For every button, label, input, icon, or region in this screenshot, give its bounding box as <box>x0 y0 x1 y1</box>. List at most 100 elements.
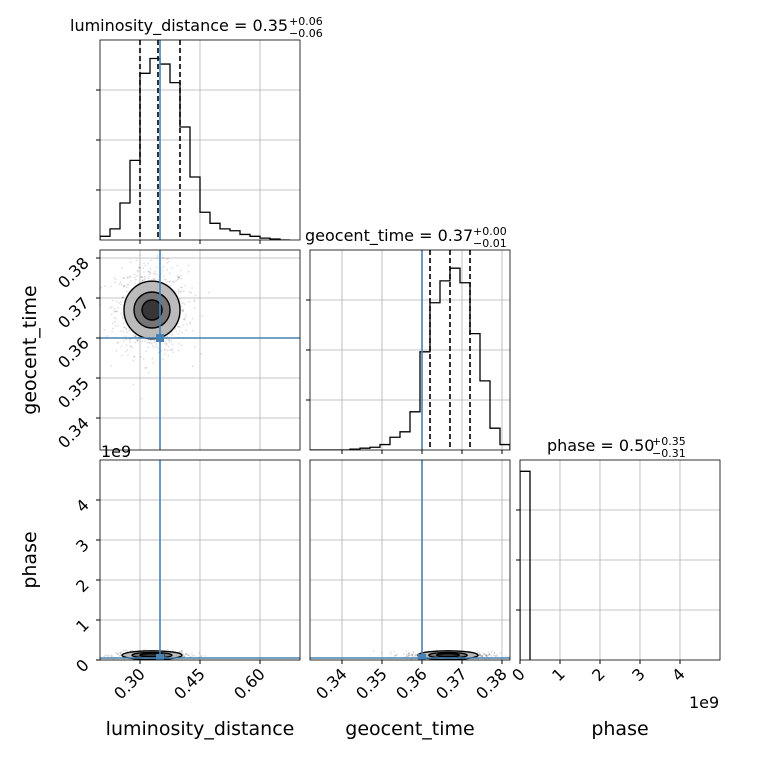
sample-point <box>180 649 183 652</box>
sample-point <box>163 278 166 281</box>
sample-point <box>134 335 136 338</box>
sample-point <box>142 271 145 274</box>
sample-point <box>166 349 169 352</box>
sample-point <box>134 278 137 281</box>
sample-point <box>121 317 124 319</box>
sample-point <box>126 348 129 351</box>
frame-2d <box>99 249 301 451</box>
sample-point <box>171 343 174 346</box>
xtick-label-luminosity_distance: 0.45 <box>170 664 209 703</box>
sample-point <box>144 277 146 279</box>
sample-point <box>168 281 171 283</box>
sample-point <box>145 366 148 369</box>
title-phase: phase = 0.50 <box>547 436 654 455</box>
sample-point <box>408 652 411 655</box>
sample-point <box>175 280 177 282</box>
ytick-label-geocent_time: 0.35 <box>54 373 93 412</box>
sample-point <box>122 330 125 333</box>
sample-point <box>180 286 182 289</box>
sample-point <box>168 339 171 342</box>
sample-point <box>394 654 397 657</box>
grid-2d <box>100 460 300 661</box>
sample-point <box>179 290 182 293</box>
sample-point <box>100 286 102 289</box>
sample-point <box>153 277 156 280</box>
sample-point <box>113 281 116 284</box>
ytick-label-phase: 1 <box>72 615 93 636</box>
sample-point <box>135 339 138 342</box>
sample-point <box>147 275 150 278</box>
sample-point <box>117 325 119 327</box>
sample-point <box>143 278 146 281</box>
sample-point <box>163 353 166 356</box>
sample-point <box>125 290 128 293</box>
scatter-panel-luminosity_distance-vs-phase <box>83 459 301 661</box>
density-1 <box>83 460 300 660</box>
sample-point <box>136 339 139 342</box>
sample-point <box>133 273 136 276</box>
sample-point <box>110 306 113 308</box>
sample-point <box>151 344 154 347</box>
sample-point <box>199 655 202 658</box>
sample-point <box>125 286 128 289</box>
sample-point <box>504 655 507 657</box>
sample-point <box>140 276 143 278</box>
sample-point <box>97 654 99 656</box>
sample-point <box>207 291 210 294</box>
sample-point <box>143 262 145 265</box>
scatter-panel-luminosity_distance-vs-geocent_time <box>99 249 301 451</box>
histogram-bars-geocent_time <box>310 250 510 450</box>
sample-point <box>106 654 109 657</box>
sample-point <box>495 653 498 656</box>
sample-point <box>164 342 166 345</box>
sample-point <box>137 269 139 272</box>
sample-point <box>412 651 415 654</box>
sample-point <box>177 276 180 279</box>
sample-point <box>161 256 164 259</box>
sample-point <box>181 650 183 652</box>
sample-point <box>138 267 141 269</box>
sample-point <box>141 279 144 282</box>
sample-point <box>193 346 196 348</box>
sample-point <box>180 344 183 347</box>
sample-point <box>148 273 151 276</box>
sample-point <box>178 276 181 279</box>
sample-point <box>148 271 151 273</box>
sample-point <box>83 654 85 656</box>
sample-point <box>149 272 152 275</box>
sample-point <box>166 648 169 651</box>
sample-point <box>184 318 186 321</box>
sample-point <box>119 281 122 283</box>
sample-point <box>410 654 413 657</box>
sample-point <box>133 355 136 358</box>
sample-point <box>372 650 375 652</box>
sample-point <box>187 264 190 267</box>
sample-point <box>179 269 182 272</box>
sample-point <box>172 333 174 336</box>
sample-point <box>155 343 158 345</box>
ytick-label-geocent_time: 0.38 <box>54 253 93 292</box>
sample-point <box>111 330 113 333</box>
xtick-label-phase: 4 <box>668 664 689 685</box>
sample-point <box>155 266 158 268</box>
title-phase-minus: −0.31 <box>652 447 686 460</box>
sample-point <box>170 349 173 352</box>
sample-point <box>193 299 196 301</box>
sample-point <box>129 338 132 341</box>
sample-point <box>119 652 122 655</box>
sample-point <box>144 275 146 278</box>
sample-point <box>389 653 392 656</box>
sample-point <box>380 651 383 654</box>
sample-point <box>122 277 125 279</box>
sample-point <box>187 301 190 303</box>
sample-point <box>125 344 128 347</box>
sample-point <box>411 652 413 655</box>
sample-point <box>162 266 165 268</box>
ytick-label-phase: 4 <box>72 495 93 516</box>
sample-point <box>147 371 150 374</box>
sample-point <box>178 290 180 293</box>
sample-point <box>187 654 190 657</box>
sample-point <box>119 303 122 306</box>
sample-point <box>200 654 203 657</box>
sample-point <box>156 274 159 276</box>
